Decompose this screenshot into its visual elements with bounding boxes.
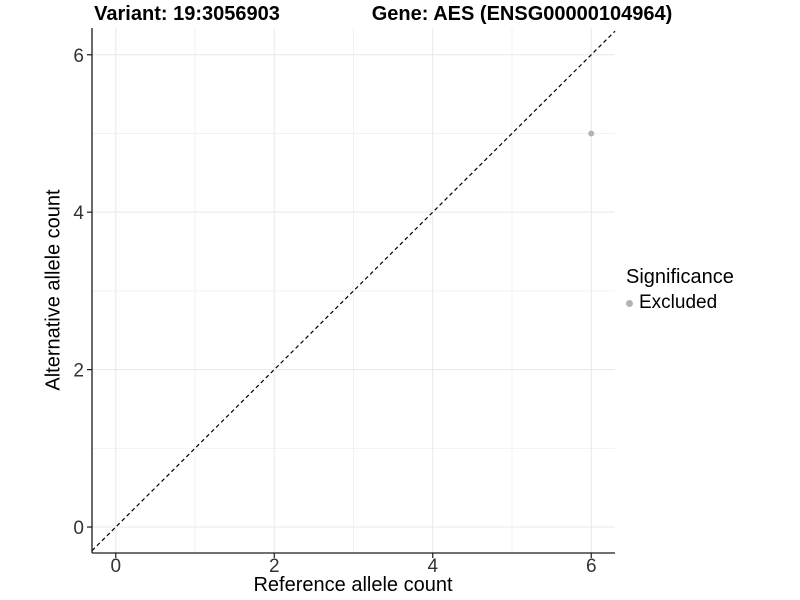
legend-title: Significance [626, 266, 734, 288]
y-tick-label: 6 [73, 46, 84, 67]
y-tick-label: 2 [73, 361, 84, 382]
y-axis-title: Alternative allele count [42, 189, 65, 391]
x-tick-label: 6 [586, 556, 597, 577]
x-axis-title: Reference allele count [253, 574, 453, 596]
identity-reference-line [91, 30, 616, 552]
y-tick-label: 4 [73, 203, 84, 224]
variant-title: Variant: 19:3056903 [94, 3, 280, 25]
gene-title: Gene: AES (ENSG00000104964) [371, 3, 673, 25]
legend: Significance Excluded [626, 266, 734, 314]
data-point [588, 130, 595, 137]
excluded-point-icon [626, 299, 633, 307]
legend-item-label: Excluded [639, 292, 718, 313]
x-tick-label: 0 [110, 556, 121, 577]
x-tick-label: 4 [427, 556, 438, 577]
y-tick-label: 0 [73, 518, 84, 539]
x-tick-label: 2 [269, 556, 280, 577]
legend-item-excluded: Excluded [626, 292, 734, 314]
